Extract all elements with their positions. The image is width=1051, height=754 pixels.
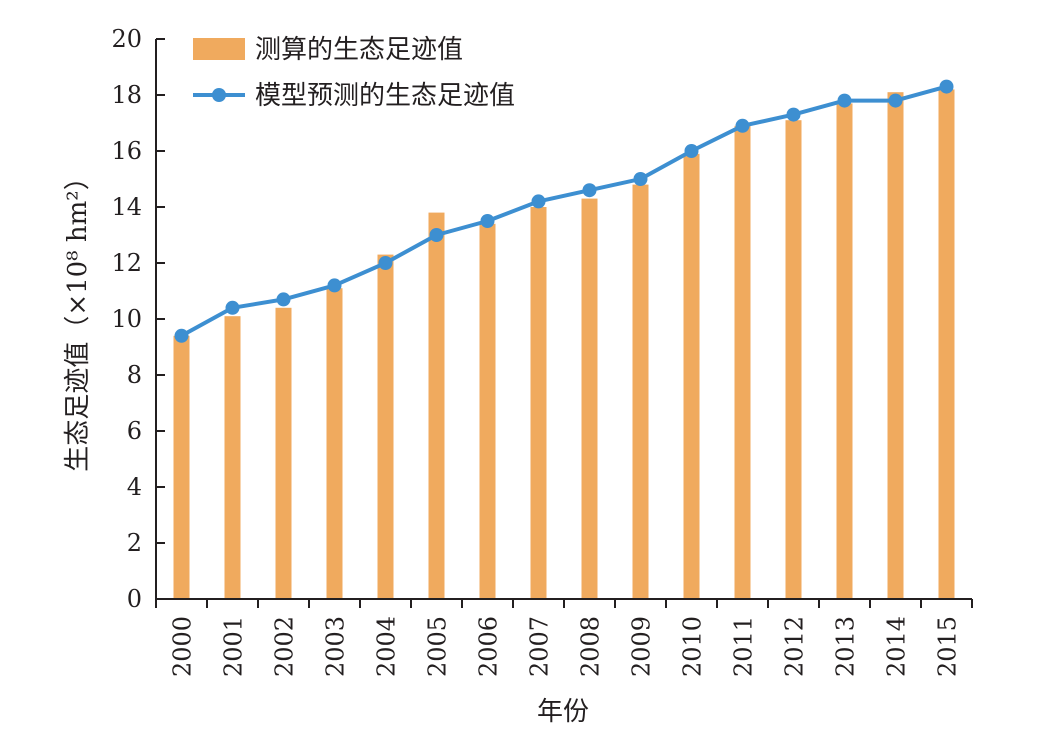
x-tick-label-2009: 2009 xyxy=(628,616,656,677)
x-tick-label-2008: 2008 xyxy=(577,616,605,677)
line-layer xyxy=(174,79,954,343)
line-point-2007 xyxy=(531,194,546,209)
bar-2005 xyxy=(428,212,445,599)
x-tick-label-2012: 2012 xyxy=(781,616,809,677)
axes-layer: 0 2 4 6 8 10 12 14 16 18 20 2000 2001 2002 2003 2004 200… xyxy=(111,25,973,677)
x-tick-label-2007: 2007 xyxy=(526,616,554,677)
line-point-2002 xyxy=(276,292,291,307)
line-point-2004 xyxy=(378,256,393,270)
x-axis-title: 年份 xyxy=(537,697,589,727)
line-point-2001 xyxy=(225,300,240,315)
line-point-2009 xyxy=(633,172,648,186)
y-tick-label-14: 14 xyxy=(111,193,142,221)
x-tick-label-2003: 2003 xyxy=(322,616,350,677)
legend-bar-swatch xyxy=(193,38,245,60)
y-tick-label-4: 4 xyxy=(127,473,142,501)
y-tick-label-6: 6 xyxy=(127,417,142,445)
legend-line-marker xyxy=(212,88,226,102)
x-tick-label-2004: 2004 xyxy=(373,616,401,677)
line-point-2014 xyxy=(888,93,903,108)
x-tick-label-2002: 2002 xyxy=(271,616,299,677)
bar-2008 xyxy=(581,198,598,599)
bar-2010 xyxy=(683,153,700,600)
line-point-2008 xyxy=(582,183,597,198)
x-tick-label-2006: 2006 xyxy=(475,616,503,677)
labels-layer: 年份 生态足迹值（×10⁸ hm²） xyxy=(63,164,589,727)
bar-2014 xyxy=(887,92,904,599)
x-tick-label-2001: 2001 xyxy=(220,616,248,677)
bar-2002 xyxy=(275,307,292,599)
y-tick-label-18: 18 xyxy=(111,81,142,109)
line-point-2011 xyxy=(735,118,750,133)
x-tick-label-2013: 2013 xyxy=(832,616,860,677)
bar-2015 xyxy=(938,89,955,600)
line-point-2010 xyxy=(684,144,699,158)
legend-bar-label: 测算的生态足迹值 xyxy=(255,35,463,65)
y-tick-label-16: 16 xyxy=(111,137,142,165)
bar-2000 xyxy=(173,335,190,599)
line-point-2013 xyxy=(837,93,852,108)
line-point-2000 xyxy=(174,328,189,343)
y-axis-title: 生态足迹值（×10⁸ hm²） xyxy=(63,164,93,471)
x-tick-label-2011: 2011 xyxy=(730,616,758,677)
bar-2009 xyxy=(632,184,649,599)
bar-2013 xyxy=(836,103,853,600)
x-tick-label-2015: 2015 xyxy=(934,616,962,677)
bar-2006 xyxy=(479,223,496,600)
y-tick-label-20: 20 xyxy=(111,25,142,53)
y-tick-label-0: 0 xyxy=(127,585,142,613)
legend: 测算的生态足迹值 模型预测的生态足迹值 xyxy=(193,35,515,111)
bar-2003 xyxy=(326,288,343,599)
y-tick-label-12: 12 xyxy=(111,249,142,277)
line-point-2012 xyxy=(786,107,801,122)
bars-layer xyxy=(173,89,955,600)
x-tick-label-2005: 2005 xyxy=(424,616,452,677)
y-tick-label-8: 8 xyxy=(127,361,142,389)
prediction-line xyxy=(180,84,948,338)
x-tick-label-2014: 2014 xyxy=(883,616,911,677)
bar-2007 xyxy=(530,207,547,599)
y-tick-label-10: 10 xyxy=(111,305,142,333)
bar-2001 xyxy=(224,316,241,599)
bar-2011 xyxy=(734,125,751,600)
bar-2012 xyxy=(785,120,802,599)
line-point-2005 xyxy=(429,228,444,242)
line-point-2003 xyxy=(327,278,342,293)
y-tick-label-2: 2 xyxy=(127,529,142,557)
legend-line-label: 模型预测的生态足迹值 xyxy=(255,81,515,111)
line-point-2015 xyxy=(939,79,954,94)
x-tick-label-2000: 2000 xyxy=(169,616,197,677)
line-point-2006 xyxy=(480,214,495,228)
x-tick-label-2010: 2010 xyxy=(679,616,707,677)
bar-2004 xyxy=(377,254,394,599)
